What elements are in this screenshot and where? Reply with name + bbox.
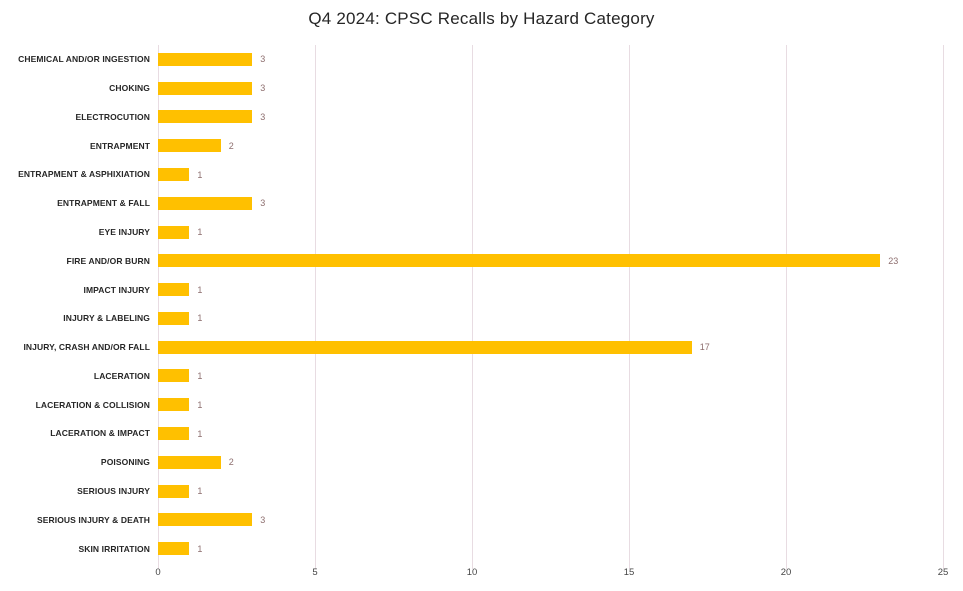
value-label: 2 bbox=[228, 457, 234, 468]
bar bbox=[158, 81, 253, 95]
axis-tick bbox=[786, 563, 787, 569]
category-label: ENTRAPMENT & ASPHIXIATION bbox=[18, 169, 150, 180]
bar bbox=[158, 513, 253, 527]
value-label: 23 bbox=[888, 255, 899, 266]
category-label: SERIOUS INJURY & DEATH bbox=[36, 514, 150, 525]
value-label: 1 bbox=[197, 428, 203, 439]
category-label: CHEMICAL AND/OR INGESTION bbox=[18, 54, 150, 65]
category-label: LACERATION & COLLISION bbox=[35, 399, 150, 410]
axis-tick bbox=[315, 563, 316, 569]
x-tick-label: 10 bbox=[466, 567, 478, 578]
category-label: ELECTROCUTION bbox=[75, 111, 150, 122]
value-label: 3 bbox=[260, 514, 266, 525]
gridline bbox=[158, 45, 159, 563]
category-label: CHOKING bbox=[109, 83, 150, 94]
value-label: 3 bbox=[260, 54, 266, 65]
category-label: ENTRAPMENT & FALL bbox=[57, 198, 150, 209]
bar bbox=[158, 398, 190, 412]
value-label: 17 bbox=[699, 342, 710, 353]
category-label: LACERATION bbox=[93, 370, 150, 381]
bar bbox=[158, 110, 253, 124]
bar bbox=[158, 340, 692, 354]
category-label: FIRE AND/OR BURN bbox=[66, 255, 150, 266]
value-label: 3 bbox=[260, 198, 266, 209]
x-tick-label: 15 bbox=[623, 567, 635, 578]
bar bbox=[158, 484, 190, 498]
bar bbox=[158, 52, 253, 66]
bar bbox=[158, 311, 190, 325]
gridline bbox=[629, 45, 630, 563]
x-tick-label: 20 bbox=[780, 567, 792, 578]
axis-tick bbox=[629, 563, 630, 569]
x-tick-label: 5 bbox=[312, 567, 318, 578]
category-label: INJURY, CRASH AND/OR FALL bbox=[23, 342, 150, 353]
gridline bbox=[472, 45, 473, 563]
bar bbox=[158, 139, 221, 153]
x-axis: 0 5 10 15 20 25 bbox=[155, 567, 948, 583]
category-label: SKIN IRRITATION bbox=[78, 543, 150, 554]
bar bbox=[158, 225, 190, 239]
value-label: 1 bbox=[197, 399, 203, 410]
value-label: 3 bbox=[260, 83, 266, 94]
x-tick-label: 25 bbox=[937, 567, 949, 578]
category-label: LACERATION & IMPACT bbox=[50, 428, 150, 439]
gridline bbox=[786, 45, 787, 563]
value-label: 1 bbox=[197, 486, 203, 497]
category-label: ENTRAPMENT bbox=[89, 140, 150, 151]
value-label: 1 bbox=[197, 313, 203, 324]
category-label: INJURY & LABELING bbox=[63, 313, 150, 324]
gridline bbox=[943, 45, 944, 563]
axis-tick bbox=[158, 563, 159, 569]
category-label: SERIOUS INJURY bbox=[77, 486, 150, 497]
bar bbox=[158, 369, 190, 383]
bar bbox=[158, 427, 190, 440]
category-label: IMPACT INJURY bbox=[83, 284, 150, 295]
bar bbox=[158, 283, 190, 297]
bar bbox=[158, 254, 881, 268]
bar bbox=[158, 542, 190, 556]
category-axis: CHEMICAL AND/OR INGESTION CHOKING ELECTROC… bbox=[0, 45, 150, 563]
gridline bbox=[315, 45, 316, 563]
value-label: 1 bbox=[197, 284, 203, 295]
bar bbox=[158, 168, 190, 181]
bar bbox=[158, 196, 253, 210]
plot-area: 3 3 3 2 1 3 1 23 1 1 17 1 1 1 2 1 3 1 bbox=[158, 45, 944, 569]
chart-title: Q4 2024: CPSC Recalls by Hazard Category bbox=[308, 9, 655, 28]
value-label: 1 bbox=[197, 227, 203, 238]
category-label: POISONING bbox=[100, 457, 150, 468]
value-label: 2 bbox=[228, 140, 234, 151]
value-label: 3 bbox=[260, 111, 266, 122]
value-label: 1 bbox=[197, 370, 203, 381]
value-label: 1 bbox=[197, 169, 203, 180]
axis-tick bbox=[943, 563, 944, 569]
category-label: EYE INJURY bbox=[98, 227, 150, 238]
x-tick-label: 0 bbox=[155, 567, 161, 578]
value-label: 1 bbox=[197, 543, 203, 554]
axis-tick bbox=[472, 563, 473, 569]
bar bbox=[158, 455, 221, 469]
